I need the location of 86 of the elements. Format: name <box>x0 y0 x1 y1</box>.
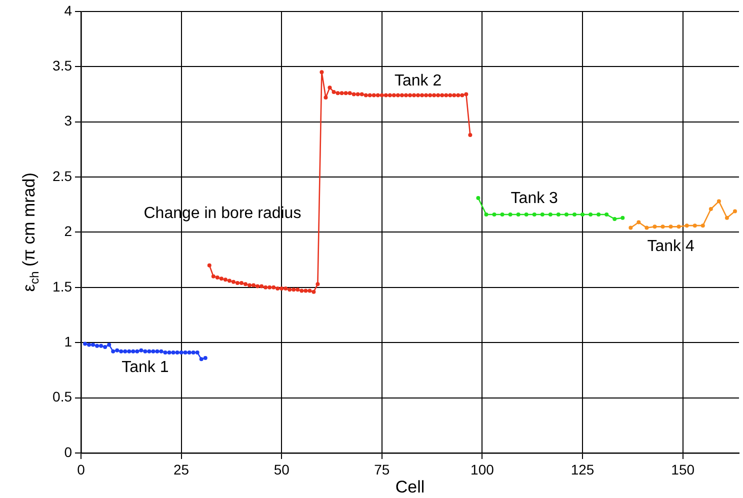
point <box>87 342 92 347</box>
point <box>95 344 100 348</box>
point <box>191 350 196 355</box>
point <box>612 216 617 221</box>
point <box>127 349 132 354</box>
point <box>508 212 512 217</box>
series-label: Tank 2 <box>394 72 442 90</box>
point <box>195 350 200 355</box>
y-tick-label: 0.5 <box>52 388 72 405</box>
y-tick-label: 2 <box>64 223 72 240</box>
point <box>131 349 136 354</box>
x-tick-label: 150 <box>671 461 695 478</box>
point <box>139 348 144 352</box>
point <box>636 220 641 224</box>
x-tick-label: 75 <box>374 461 390 478</box>
point <box>660 224 665 229</box>
point <box>203 356 208 360</box>
series-label: Tank 1 <box>122 358 169 376</box>
point <box>155 349 160 354</box>
point <box>91 342 96 347</box>
x-tick-label: 125 <box>570 461 594 478</box>
point <box>732 209 737 214</box>
point <box>175 350 180 355</box>
x-axis-title: Cell <box>395 477 425 496</box>
point <box>476 196 480 200</box>
point <box>628 226 633 230</box>
point <box>492 212 496 217</box>
point <box>107 342 112 347</box>
point <box>524 212 528 217</box>
x-tick-label: 0 <box>77 461 86 478</box>
point <box>684 224 689 228</box>
point <box>119 349 124 354</box>
point <box>572 212 576 217</box>
point <box>159 349 164 354</box>
y-tick-label: 1 <box>64 333 72 350</box>
y-tick-label: 0 <box>64 444 72 460</box>
point <box>171 350 176 355</box>
point <box>199 357 204 362</box>
point <box>540 212 544 217</box>
series-label: Tank 4 <box>647 238 694 256</box>
point <box>556 212 560 217</box>
point <box>183 350 188 355</box>
point <box>516 212 520 217</box>
y-tick-label: 3.5 <box>52 57 72 74</box>
point <box>596 212 601 217</box>
point <box>115 348 120 352</box>
y-tick-label: 4 <box>64 2 72 18</box>
point <box>564 212 568 217</box>
point <box>668 224 673 229</box>
point <box>167 350 172 355</box>
point <box>163 350 168 355</box>
point <box>111 349 116 354</box>
point <box>103 345 108 350</box>
x-tick-label: 50 <box>274 461 290 478</box>
x-tick-label: 100 <box>470 461 494 478</box>
point <box>147 349 152 354</box>
point <box>532 212 536 217</box>
point <box>484 212 488 217</box>
point <box>135 349 140 354</box>
point <box>548 212 552 217</box>
x-tick-label: 25 <box>174 461 190 478</box>
y-tick-label: 3 <box>64 112 72 129</box>
point <box>644 226 649 230</box>
point <box>724 216 729 220</box>
series-label: Tank 3 <box>510 190 558 207</box>
point <box>716 199 721 204</box>
point <box>123 349 128 354</box>
y-tick-label: 1.5 <box>52 278 72 294</box>
point <box>652 224 657 229</box>
point <box>143 349 148 354</box>
point <box>151 349 156 354</box>
point <box>500 212 504 217</box>
point <box>83 342 88 346</box>
point <box>604 212 609 217</box>
point <box>187 350 192 355</box>
point <box>620 216 625 220</box>
point <box>708 207 713 212</box>
point <box>580 212 585 217</box>
point <box>676 224 681 229</box>
y-tick-label: 2.5 <box>52 168 72 184</box>
point <box>692 224 697 228</box>
point <box>588 212 593 217</box>
point <box>179 350 184 355</box>
point <box>700 224 705 228</box>
y-axis-title: εch (π cm mrad) <box>20 172 42 292</box>
point <box>99 344 104 348</box>
